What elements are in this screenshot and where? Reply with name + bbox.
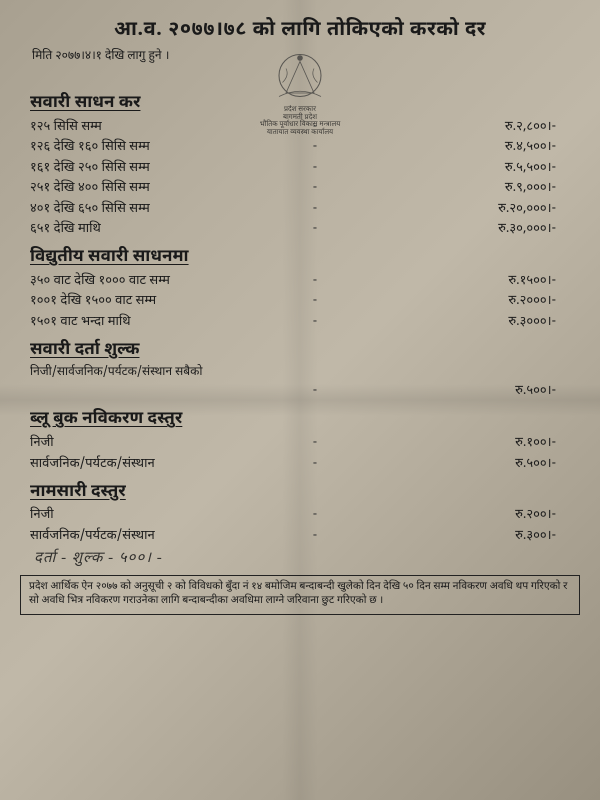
rate-row: ४०१ देखि ६५० सिसि सम्म-रु.२०,०००।- [14, 199, 586, 220]
section-heading: ब्लू बुक नविकरण दस्तुर [30, 408, 586, 430]
rate-row: -रु.५००।- [14, 382, 586, 403]
section-electric-vehicle: विद्युतीय सवारी साधनमा ३५० वाट देखि १०००… [14, 246, 586, 333]
footer-notice: प्रदेश आर्थिक ऐन २०७७ को अनुसूची २ को वि… [20, 575, 580, 615]
section-heading: विद्युतीय सवारी साधनमा [30, 246, 586, 268]
rate-row: निजी-रु.२००।- [14, 506, 586, 527]
rate-row: सार्वजनिक/पर्यटक/संस्थान-रु.३००।- [14, 526, 586, 547]
rate-row: २५१ देखि ४०० सिसि सम्म-रु.९,०००।- [14, 179, 586, 200]
page-title: आ.व. २०७७।७८ को लागि तोकिएको करको दर [14, 18, 586, 44]
rate-row: ६५१ देखि माथि-रु.३०,०००।- [14, 220, 586, 241]
rate-row: १२६ देखि १६० सिसि सम्म-रु.४,५००।- [14, 138, 586, 159]
emblem-caption: प्रदेश सरकार बागमती प्रदेश भौतिक पूर्वाध… [255, 106, 345, 137]
rate-row: ३५० वाट देखि १००० वाट सम्म-रु.१५००।- [14, 271, 586, 292]
govt-emblem-icon [265, 44, 335, 114]
rate-row: १५०१ वाट भन्दा माथि-रु.३०००।- [14, 312, 586, 333]
section-bluebook-renewal: ब्लू बुक नविकरण दस्तुर निजी-रु.१००।- सार… [14, 408, 586, 474]
section-name-transfer: नामसारी दस्तुर निजी-रु.२००।- सार्वजनिक/प… [14, 481, 586, 547]
handwritten-note: दर्ता - शुल्क - ५००। - [34, 547, 586, 567]
section-heading: सवारी दर्ता शुल्क [30, 339, 586, 361]
rate-row: १००१ देखि १५०० वाट सम्म-रु.२०००।- [14, 292, 586, 313]
section-heading: नामसारी दस्तुर [30, 481, 586, 503]
rate-row: १६१ देखि २५० सिसि सम्म-रु.५,५००।- [14, 158, 586, 179]
section-registration-fee: सवारी दर्ता शुल्क निजी/सार्वजनिक/पर्यटक/… [14, 339, 586, 403]
section-subtext: निजी/सार्वजनिक/पर्यटक/संस्थान सबैको [30, 364, 586, 380]
rate-row: निजी-रु.१००।- [14, 433, 586, 454]
rate-row: सार्वजनिक/पर्यटक/संस्थान-रु.५००।- [14, 454, 586, 475]
